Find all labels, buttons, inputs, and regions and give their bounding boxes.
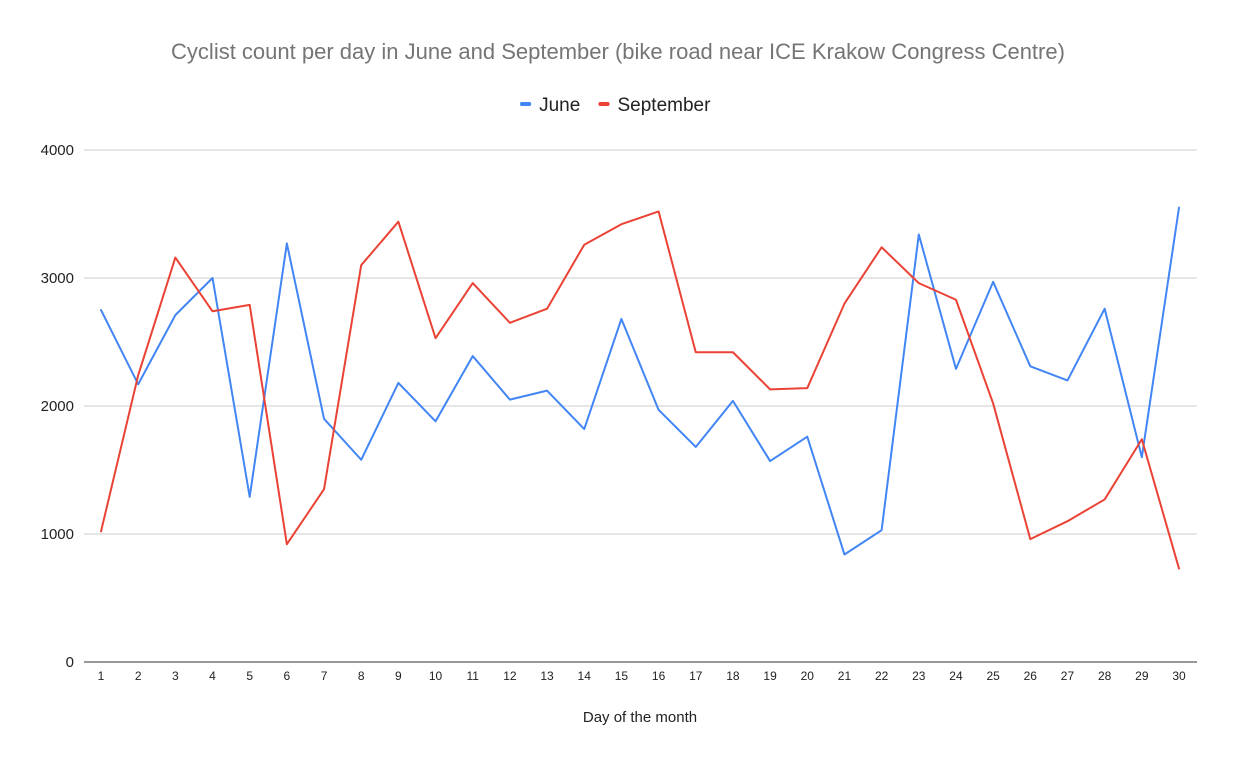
x-tick-label: 4 (209, 669, 216, 683)
series-layer (100, 206, 1180, 570)
x-tick-label: 17 (689, 669, 703, 683)
x-tick-label: 29 (1135, 669, 1149, 683)
x-axis-ticks: 1 2 3 4 5 6 7 8 9 10 11 12 13 14 15 16 17 18 19 20 21 22 23 24 2… (98, 669, 1186, 683)
legend-swatch (520, 102, 532, 106)
x-tick-label: 22 (875, 669, 889, 683)
x-tick-label: 9 (395, 669, 402, 683)
x-tick-label: 16 (652, 669, 666, 683)
x-tick-label: 18 (726, 669, 740, 683)
x-tick-label: 14 (578, 669, 592, 683)
x-tick-label: 19 (763, 669, 777, 683)
legend: June September (520, 95, 711, 116)
x-tick-label: 11 (466, 669, 479, 683)
x-tick-label: 25 (986, 669, 1000, 683)
x-tick-label: 24 (949, 669, 963, 683)
series-line-september (100, 210, 1180, 570)
y-tick-label: 1000 (41, 526, 74, 543)
y-axis-ticks: 0 1000 2000 3000 4000 (41, 142, 74, 671)
x-tick-label: 6 (284, 669, 291, 683)
x-tick-label: 2 (135, 669, 142, 683)
x-tick-label: 12 (503, 669, 517, 683)
x-tick-label: 26 (1024, 669, 1038, 683)
x-tick-label: 5 (246, 669, 253, 683)
x-tick-label: 15 (615, 669, 629, 683)
chart-title: Cyclist count per day in June and Septem… (171, 39, 1065, 64)
x-tick-label: 21 (838, 669, 852, 683)
x-tick-label: 30 (1172, 669, 1186, 683)
x-tick-label: 13 (540, 669, 554, 683)
x-tick-label: 28 (1098, 669, 1112, 683)
x-tick-label: 27 (1061, 669, 1075, 683)
y-tick-label: 2000 (41, 398, 74, 415)
y-tick-label: 0 (66, 654, 74, 671)
y-tick-label: 4000 (41, 142, 74, 159)
x-tick-label: 20 (801, 669, 815, 683)
x-axis-title: Day of the month (583, 709, 697, 726)
x-tick-label: 23 (912, 669, 926, 683)
gridlines (84, 149, 1197, 535)
legend-item-september: September (598, 95, 712, 116)
legend-label: September (618, 95, 712, 116)
y-tick-label: 3000 (41, 270, 74, 287)
legend-label: June (539, 95, 580, 116)
legend-item-june: June (520, 95, 580, 116)
x-tick-label: 8 (358, 669, 365, 683)
x-tick-label: 1 (98, 669, 105, 683)
legend-swatch (598, 102, 610, 106)
series-line-june (100, 206, 1180, 556)
x-tick-label: 7 (321, 669, 328, 683)
x-tick-label: 10 (429, 669, 443, 683)
x-tick-label: 3 (172, 669, 179, 683)
